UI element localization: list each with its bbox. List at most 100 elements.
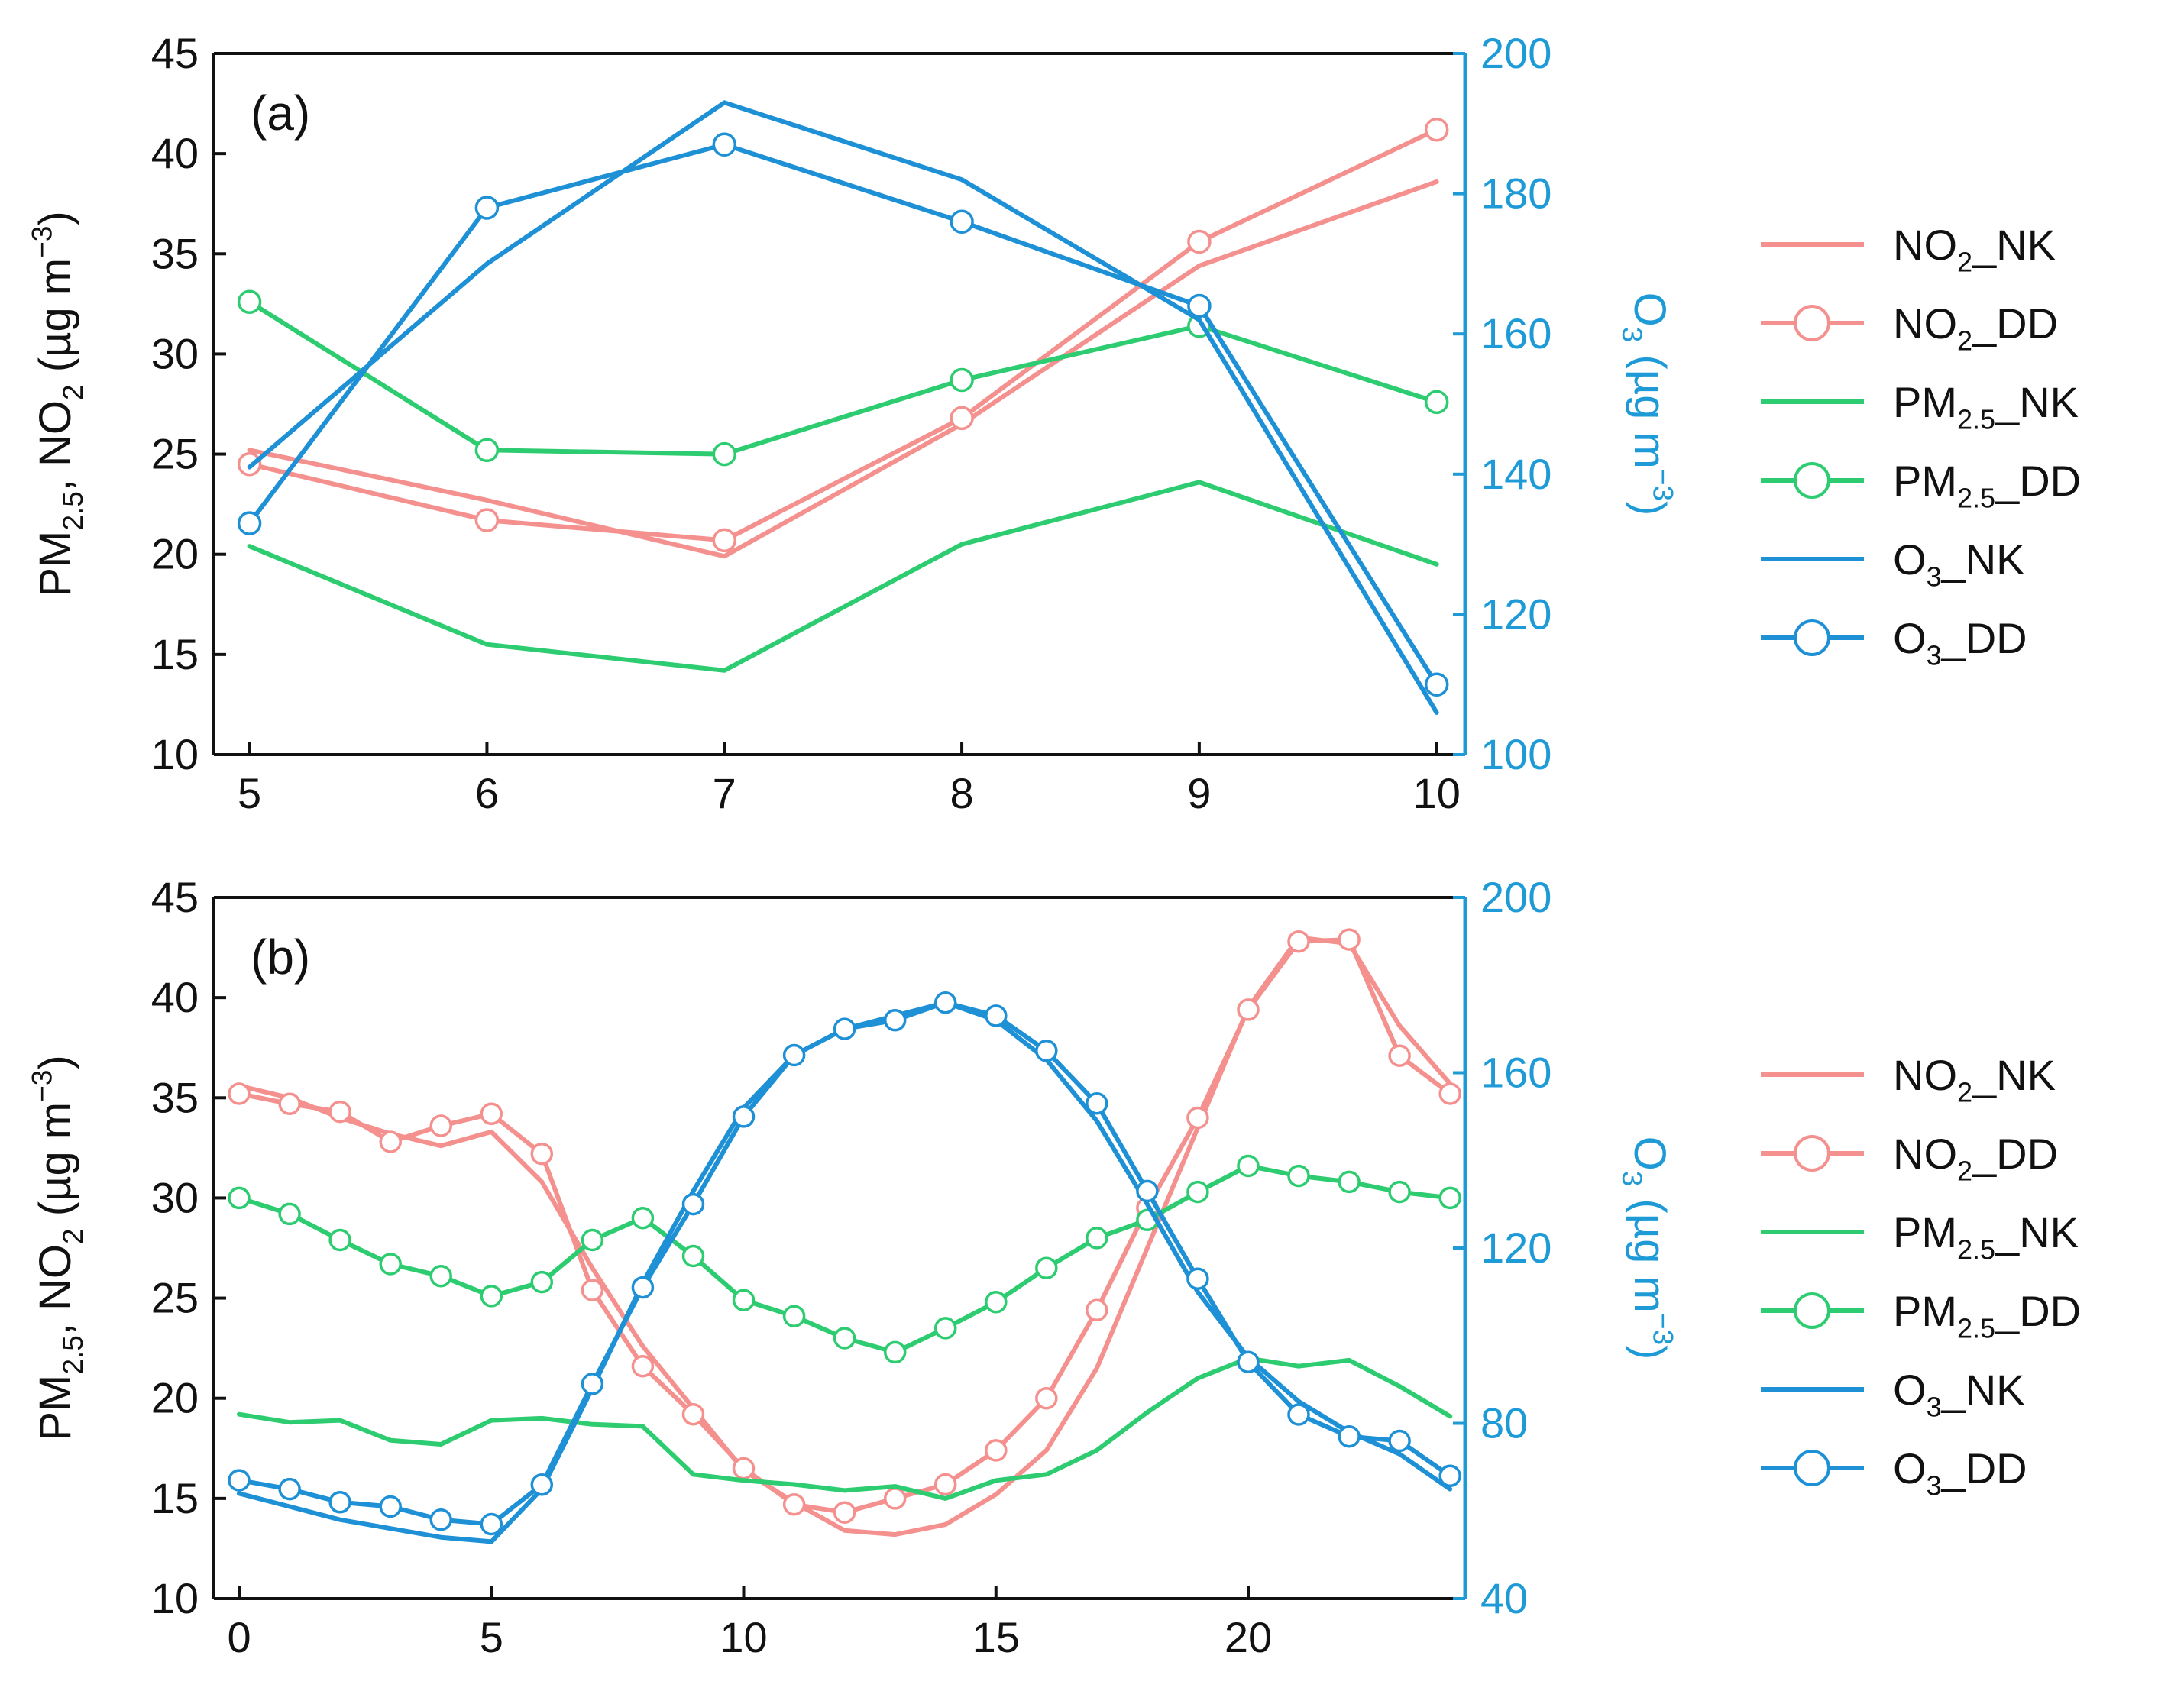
data-point-no2_dd [1186, 1106, 1209, 1130]
data-point-pm25_dd [1186, 1180, 1209, 1204]
data-point-pm25_dd [1035, 1256, 1058, 1279]
data-point-pm25_dd [782, 1305, 806, 1327]
data-point-no2_dd [782, 1492, 806, 1516]
data-point-no2_dd [933, 1473, 957, 1496]
data-point-o3_dd [379, 1495, 402, 1518]
data-point-pm25_dd [950, 367, 974, 393]
data-point-pm25_dd [1388, 1180, 1411, 1204]
series-line-no2_dd [247, 127, 1439, 543]
data-point-pm25_dd [228, 1186, 251, 1210]
legend-item: PM2.5_NK [1761, 378, 2079, 435]
legend-swatch-marker [1794, 305, 1830, 341]
data-point-pm25_dd [237, 289, 262, 314]
data-point-o3_dd [883, 1008, 907, 1032]
data-point-o3_dd [681, 1192, 705, 1216]
data-point-o3_dd [631, 1276, 655, 1299]
data-point-no2_dd [1187, 229, 1212, 254]
legend-item: PM2.5_DD [1761, 457, 2081, 514]
x-tick-label: 20 [1225, 1613, 1272, 1661]
y-tick-label: 35 [151, 1073, 199, 1121]
legend-swatch-marker [1794, 1292, 1830, 1329]
series-line-o3_nk [247, 100, 1439, 715]
data-point-pm25_dd [530, 1270, 554, 1294]
data-point-no2_dd [278, 1092, 301, 1115]
series-line-o3_dd [247, 142, 1439, 687]
data-point-o3_dd [480, 1512, 503, 1536]
legend-label: NO2_DD [1893, 299, 2058, 357]
data-point-no2_dd [985, 1439, 1008, 1462]
data-point-o3_dd [237, 511, 262, 535]
x-tick-label: 15 [972, 1613, 1020, 1661]
panel-label: (b) [251, 930, 310, 985]
data-point-no2_dd [1388, 1044, 1411, 1067]
data-point-pm25_dd [474, 438, 500, 463]
data-point-o3_dd [429, 1508, 452, 1531]
data-point-no2_dd [681, 1402, 705, 1426]
legend-item: PM2.5_DD [1761, 1287, 2081, 1344]
y2-tick-label: 160 [1480, 309, 1551, 357]
data-point-pm25_dd [328, 1228, 351, 1252]
y-tick-label: 30 [151, 329, 199, 377]
data-point-no2_dd [429, 1114, 452, 1137]
y-tick-label: 40 [151, 973, 199, 1021]
data-point-o3_dd [278, 1477, 301, 1501]
legend-swatch-marker [1794, 1450, 1830, 1486]
series-line-pm25_dd [247, 299, 1439, 457]
data-point-o3_dd [1187, 293, 1212, 318]
data-point-o3_dd [833, 1017, 856, 1040]
data-point-o3_dd [732, 1105, 756, 1128]
panel-label: (a) [251, 86, 310, 141]
y-tick-label: 10 [151, 1574, 199, 1622]
legend: NO2_NK NO2_DD PM2.5_NK PM2.5_DD O3_NK O3_DD [1761, 221, 2081, 671]
data-point-no2_dd [581, 1279, 604, 1301]
data-point-no2_dd [1035, 1386, 1058, 1410]
legend-label: NO2_DD [1893, 1130, 2058, 1187]
series-group [237, 100, 1449, 715]
data-point-o3_dd [581, 1373, 604, 1395]
legend-label: PM2.5_DD [1893, 457, 2081, 514]
data-point-pm25_dd [278, 1202, 301, 1226]
data-point-no2_dd [328, 1100, 351, 1124]
x-tick-label: 6 [475, 769, 499, 817]
data-point-no2_dd [228, 1082, 251, 1105]
data-point-no2_dd [1338, 928, 1361, 951]
legend-label: PM2.5_NK [1893, 1208, 2079, 1266]
data-point-pm25_dd [1237, 1154, 1260, 1178]
y2-tick-label: 200 [1480, 873, 1551, 921]
y-tick-label: 25 [151, 430, 199, 478]
legend-label: O3_DD [1893, 1444, 2027, 1502]
series-line-pm25_nk [247, 480, 1439, 673]
data-point-pm25_dd [732, 1289, 756, 1311]
legend-label: NO2_NK [1893, 1051, 2056, 1108]
y-tick-label: 15 [151, 630, 199, 678]
y-tick-label: 15 [151, 1474, 199, 1522]
y-tick-label: 25 [151, 1274, 199, 1322]
y-tick-label: 40 [151, 129, 199, 177]
x-tick-label: 10 [720, 1613, 767, 1661]
data-point-pm25_dd [883, 1340, 907, 1364]
legend-label: PM2.5_NK [1893, 378, 2079, 435]
y-tick-label: 45 [151, 29, 199, 77]
legend-label: O3_NK [1893, 535, 2025, 593]
y2-tick-label: 160 [1480, 1049, 1551, 1097]
data-point-o3_dd [950, 209, 974, 234]
data-point-pm25_dd [1287, 1164, 1310, 1188]
data-point-pm25_dd [933, 1317, 957, 1340]
data-point-no2_dd [480, 1102, 503, 1126]
legend-swatch-marker [1794, 1135, 1830, 1172]
data-point-pm25_dd [1086, 1227, 1108, 1250]
legend-label: O3_DD [1893, 614, 2027, 671]
y-axis-title: PM2.5, NO2 (µg m−3) [27, 211, 89, 597]
data-point-o3_dd [1388, 1429, 1411, 1453]
data-point-o3_dd [328, 1491, 351, 1514]
legend-item: NO2_NK [1761, 221, 2056, 278]
data-point-o3_dd [1186, 1267, 1209, 1290]
legend-item: O3_DD [1761, 614, 2027, 671]
y2-tick-label: 200 [1480, 29, 1551, 77]
data-point-pm25_dd [581, 1228, 604, 1252]
legend-item: PM2.5_NK [1761, 1208, 2079, 1266]
y2-tick-label: 120 [1480, 1224, 1551, 1272]
data-point-no2_dd [530, 1142, 554, 1166]
